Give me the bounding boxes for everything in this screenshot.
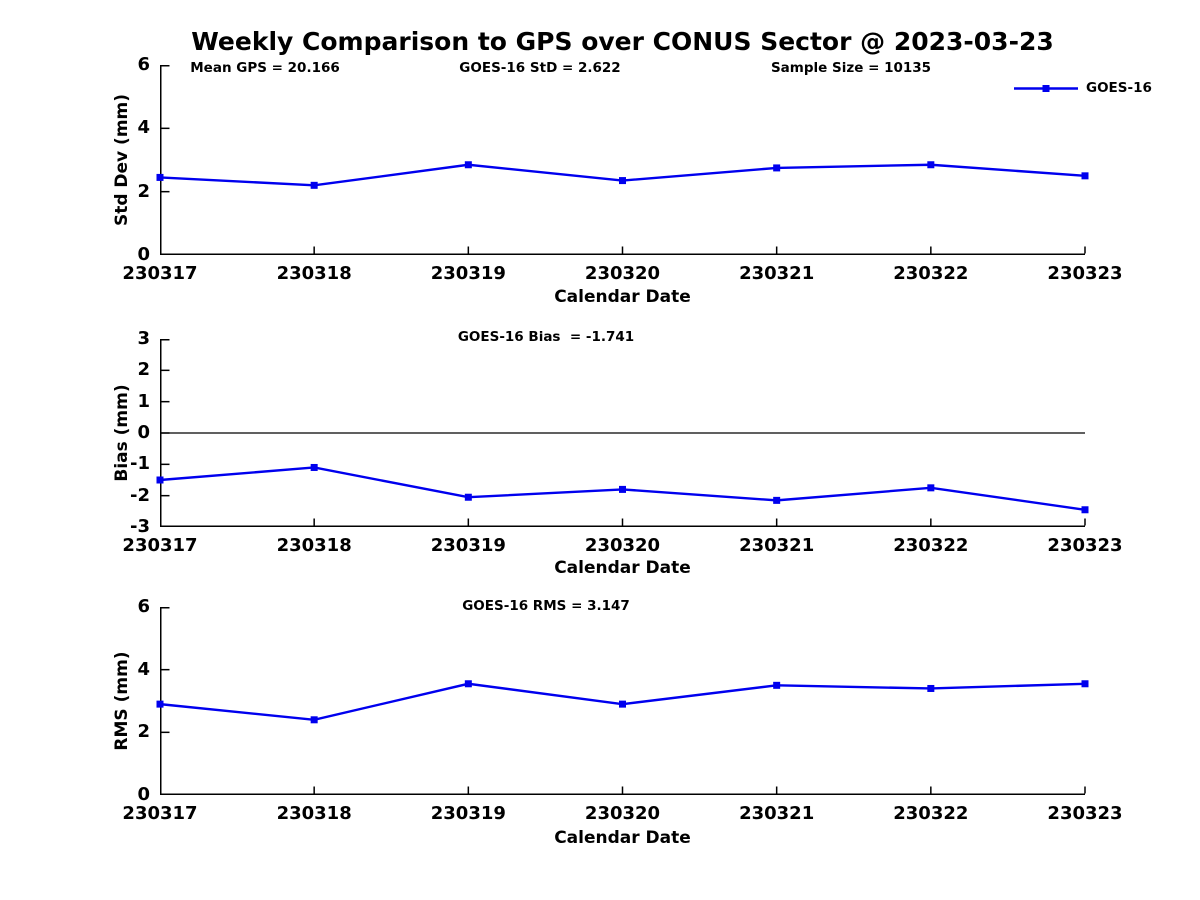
legend: GOES-16 bbox=[1012, 80, 1200, 98]
x-axis-label: Calendar Date bbox=[554, 558, 691, 578]
subplot-std-dev: Std Dev (mm) Mean GPS = 20.166 GOES-16 S… bbox=[0, 54, 1200, 307]
x-tick-label: 230322 bbox=[893, 803, 969, 824]
y-tick-label: 4 bbox=[137, 658, 150, 680]
y-tick-label: 0 bbox=[137, 244, 150, 265]
annotation-std: GOES-16 StD = 2.622 bbox=[459, 60, 621, 76]
annotation-sample-size: Sample Size = 10135 bbox=[770, 60, 932, 76]
x-tick-label: 230318 bbox=[276, 535, 352, 556]
x-tick-label: 230323 bbox=[1047, 535, 1123, 556]
y-axis-label: Std Dev (mm) bbox=[112, 93, 132, 227]
y-tick-label: -2 bbox=[130, 484, 150, 506]
legend-label: GOES-16 bbox=[1086, 80, 1152, 96]
x-tick-label: 230319 bbox=[430, 263, 506, 284]
y-tick-label: 1 bbox=[137, 390, 150, 412]
x-tick-label: 230323 bbox=[1047, 803, 1123, 824]
x-tick-label: 230320 bbox=[584, 263, 661, 284]
y-tick-label: -3 bbox=[130, 516, 150, 537]
x-tick-label: 230320 bbox=[584, 535, 661, 556]
chart-title: Weekly Comparison to GPS over CONUS Sect… bbox=[191, 27, 1054, 56]
plot-area-std-dev bbox=[156, 65, 1089, 255]
y-tick-label: 0 bbox=[137, 422, 150, 443]
x-tick-label: 230318 bbox=[276, 263, 352, 284]
x-axis-label: Calendar Date bbox=[554, 828, 691, 848]
annotation-rms: GOES-16 RMS = 3.147 bbox=[462, 598, 630, 614]
y-tick-label: 0 bbox=[137, 784, 150, 805]
x-tick-label: 230321 bbox=[739, 535, 815, 556]
x-axis-label: Calendar Date bbox=[554, 287, 691, 307]
y-tick-label: 6 bbox=[137, 54, 150, 75]
x-tick-label: 230321 bbox=[739, 263, 815, 284]
x-tick-label: 230322 bbox=[893, 535, 969, 556]
x-tick-label: 230323 bbox=[1047, 263, 1123, 284]
y-tick-label: 3 bbox=[137, 328, 150, 349]
x-tick-label: 230318 bbox=[276, 803, 352, 824]
x-tick-label: 230317 bbox=[122, 803, 198, 824]
y-tick-label: -1 bbox=[130, 453, 150, 475]
x-tick-label: 230322 bbox=[893, 263, 969, 284]
x-tick-label: 230319 bbox=[430, 535, 506, 556]
x-tick-label: 230317 bbox=[122, 535, 198, 556]
y-tick-label: 2 bbox=[137, 721, 150, 743]
y-tick-label: 2 bbox=[137, 359, 150, 381]
y-tick-label: 4 bbox=[137, 117, 150, 139]
plot-area-rms bbox=[156, 607, 1089, 795]
x-tick-label: 230319 bbox=[430, 803, 506, 824]
legend-line-icon bbox=[1014, 85, 1078, 92]
subplot-bias: Bias (mm) GOES-16 Bias = -1.741 Calendar… bbox=[0, 328, 1200, 578]
x-tick-label: 230317 bbox=[122, 263, 198, 284]
annotation-bias: GOES-16 Bias = -1.741 bbox=[457, 329, 635, 345]
x-tick-label: 230320 bbox=[584, 803, 661, 824]
y-tick-label: 2 bbox=[137, 180, 150, 202]
annotation-mean-gps: Mean GPS = 20.166 bbox=[190, 60, 340, 76]
plot-area-bias bbox=[156, 339, 1089, 527]
y-tick-label: 6 bbox=[137, 596, 150, 617]
x-tick-label: 230321 bbox=[739, 803, 815, 824]
subplot-rms: RMS (mm) GOES-16 RMS = 3.147 Calendar Da… bbox=[0, 596, 1200, 848]
